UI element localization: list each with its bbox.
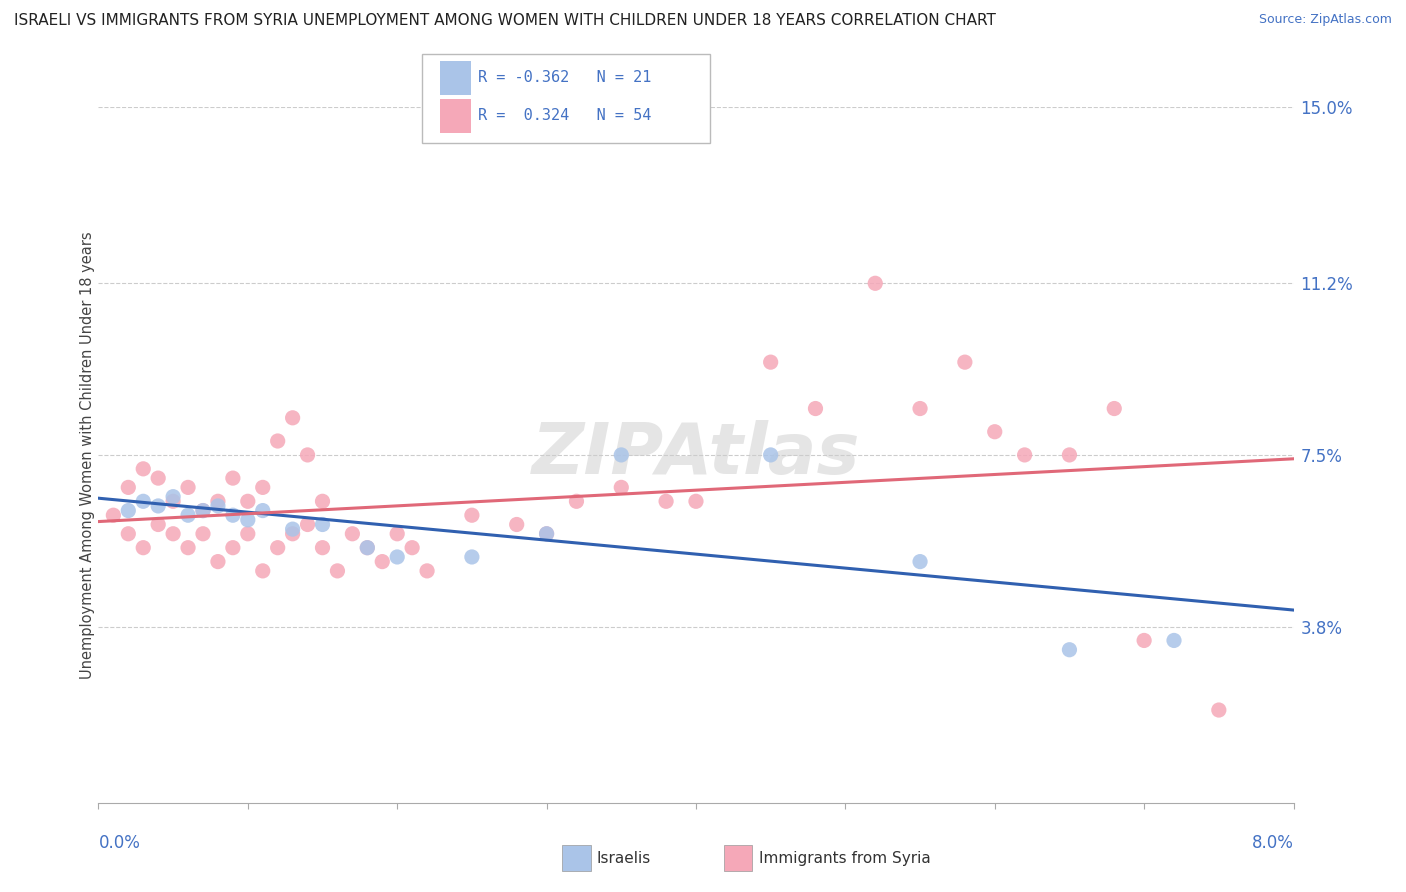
Point [953,355,976,369]
Point [506,517,529,532]
Point [804,401,827,416]
Point [1208,703,1230,717]
Text: 0.0%: 0.0% [98,834,141,852]
Point [536,526,558,541]
Point [297,448,319,462]
Point [685,494,707,508]
Point [252,480,274,494]
Point [385,526,409,541]
Point [326,564,349,578]
Point [236,494,259,508]
Point [103,508,125,523]
Point [1163,633,1185,648]
Text: 8.0%: 8.0% [1251,834,1294,852]
Point [132,462,155,476]
Point [1014,448,1036,462]
Text: Immigrants from Syria: Immigrants from Syria [759,851,931,865]
Point [655,494,678,508]
Point [222,508,245,523]
Point [148,517,170,532]
Text: Israelis: Israelis [596,851,651,865]
Y-axis label: Unemployment Among Women with Children Under 18 years: Unemployment Among Women with Children U… [80,231,94,679]
Point [117,480,139,494]
Point [759,355,782,369]
Point [1059,642,1081,657]
Point [191,503,214,517]
Text: Source: ZipAtlas.com: Source: ZipAtlas.com [1258,13,1392,27]
Point [610,480,633,494]
Text: ISRAELI VS IMMIGRANTS FROM SYRIA UNEMPLOYMENT AMONG WOMEN WITH CHILDREN UNDER 18: ISRAELI VS IMMIGRANTS FROM SYRIA UNEMPLO… [14,13,995,29]
Point [401,541,423,555]
Point [281,522,304,536]
Point [207,494,229,508]
Point [207,555,229,569]
Point [162,526,184,541]
Point [1133,633,1156,648]
Point [132,494,155,508]
Text: R =  0.324   N = 54: R = 0.324 N = 54 [478,109,651,123]
Point [1059,448,1081,462]
Point [222,541,245,555]
Point [908,555,931,569]
Point [267,541,290,555]
Point [252,503,274,517]
Point [281,410,304,425]
Point [356,541,378,555]
Point [461,549,484,564]
Point [191,526,214,541]
Point [342,526,364,541]
Point [177,508,200,523]
Point [356,541,378,555]
Point [148,499,170,513]
Point [236,526,259,541]
Point [311,494,333,508]
Point [759,448,782,462]
Point [236,513,259,527]
Point [132,541,155,555]
Point [117,503,139,517]
Point [162,490,184,504]
Point [908,401,931,416]
Point [281,526,304,541]
Text: R = -0.362   N = 21: R = -0.362 N = 21 [478,70,651,85]
Point [863,277,887,291]
Point [610,448,633,462]
Point [267,434,290,448]
Point [565,494,588,508]
Point [177,541,200,555]
Point [416,564,439,578]
Point [297,517,319,532]
Point [148,471,170,485]
Point [311,541,333,555]
Point [1102,401,1125,416]
Point [984,425,1007,439]
Point [207,499,229,513]
Point [162,494,184,508]
Point [117,526,139,541]
Point [252,564,274,578]
Point [371,555,394,569]
Text: ZIPAtlas: ZIPAtlas [531,420,860,490]
Point [461,508,484,523]
Point [385,549,409,564]
Point [222,471,245,485]
Point [536,526,558,541]
Point [177,480,200,494]
Point [191,503,214,517]
Point [311,517,333,532]
